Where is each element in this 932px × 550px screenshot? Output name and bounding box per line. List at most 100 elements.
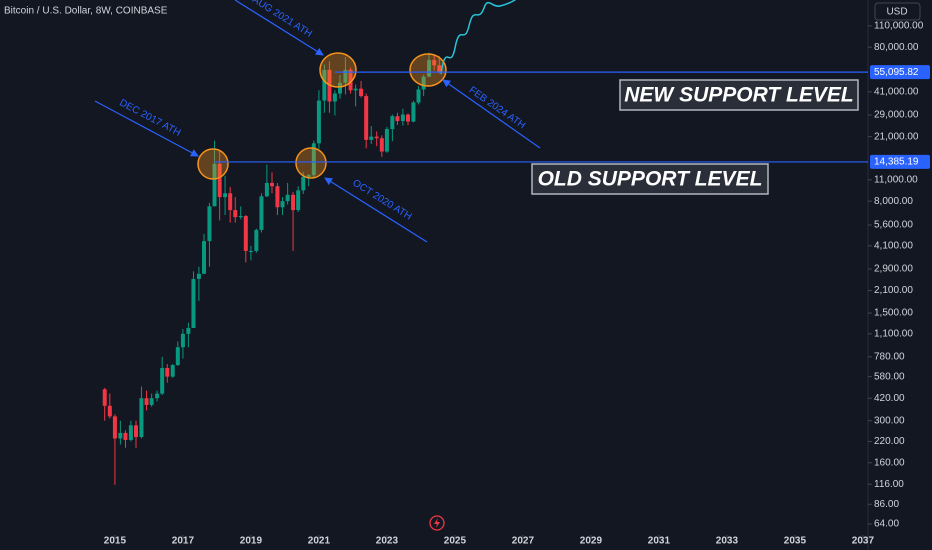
candle-body (201, 241, 206, 274)
chart-title: Bitcoin / U.S. Dollar, 8W, COINBASE (4, 6, 168, 17)
candle-body (139, 398, 144, 438)
y-tick-label: 110,000.00 (874, 21, 924, 32)
x-tick-label: 2023 (376, 536, 399, 547)
lightning-icon (434, 518, 440, 528)
plot (102, 52, 442, 485)
lightning-icon[interactable] (429, 515, 445, 531)
candle-body (191, 278, 196, 329)
y-tick-label: 116.00 (874, 479, 904, 490)
candle-body (160, 367, 165, 394)
x-tick-label: 2029 (580, 536, 603, 547)
price-label: 14,385.19 (874, 157, 919, 168)
arrow (324, 177, 428, 243)
ath-circle (197, 148, 229, 180)
y-tick-label: 2,900.00 (874, 264, 913, 275)
candle-body (280, 201, 285, 208)
candle-body (384, 129, 389, 152)
y-tick-label: 580.00 (874, 371, 905, 382)
price-label: 55,095.82 (874, 67, 919, 78)
y-tick-label: 29,000.00 (874, 110, 919, 121)
candle-body (133, 425, 138, 438)
candle-body (405, 114, 410, 122)
y-tick-label: 160.00 (874, 457, 905, 468)
y-tick-label: 780.00 (874, 351, 905, 362)
arrow (234, 0, 324, 56)
y-tick-label: 64.00 (874, 519, 899, 530)
candle-body (416, 89, 421, 103)
level-text: NEW SUPPORT LEVEL (624, 84, 853, 107)
candle-body (379, 138, 384, 152)
candle-body (238, 216, 243, 218)
candle-body (437, 65, 442, 73)
candle-body (291, 194, 296, 211)
candle-body (348, 69, 353, 91)
currency[interactable]: USD (886, 7, 907, 18)
y-tick-label: 80,000.00 (874, 42, 919, 53)
arrow (442, 79, 541, 149)
candle-body (353, 88, 358, 91)
candle-body (128, 425, 133, 440)
x-tick-label: 2019 (240, 536, 263, 547)
candle-body (233, 210, 238, 218)
candle-body (369, 136, 374, 140)
candle-body (118, 432, 123, 439)
candle-body (223, 193, 228, 198)
candle-body (102, 389, 107, 406)
x-tick-label: 2027 (512, 536, 535, 547)
y-tick-label: 1,500.00 (874, 308, 913, 319)
candle-body (332, 93, 337, 102)
x-tick-label: 2025 (444, 536, 467, 547)
candle-body (374, 136, 379, 139)
candle-body (427, 60, 432, 77)
candle-body (123, 432, 128, 440)
candle-body (228, 193, 233, 211)
candle-body (421, 76, 426, 90)
label-box (531, 163, 769, 195)
x-tick-label: 2035 (784, 536, 807, 547)
candle-body (411, 102, 416, 122)
candle-body (259, 196, 264, 230)
candle-body (165, 367, 170, 377)
candle-body (395, 116, 400, 122)
candle-body (322, 69, 327, 101)
candle-body (275, 186, 280, 208)
x-tick-label: 2017 (172, 536, 195, 547)
candle-body (301, 176, 306, 191)
candle-body (144, 398, 149, 405)
price-label-bg (870, 65, 930, 80)
x-tick-label: 2031 (648, 536, 671, 547)
candle-body (400, 114, 405, 122)
candle-body (432, 60, 437, 66)
candle-body (311, 143, 316, 176)
candle-body (364, 96, 369, 140)
candle-body (264, 182, 269, 197)
projection-line (440, 0, 517, 75)
level-text: OLD SUPPORT LEVEL (538, 168, 763, 191)
y-tick-label: 11,000.00 (874, 174, 918, 185)
candle-body (316, 100, 321, 144)
candle-body (175, 347, 180, 366)
candle-body (180, 333, 185, 348)
y-tick-label: 8,000.00 (874, 196, 913, 207)
x-tick-label: 2033 (716, 536, 739, 547)
y-tick-label: 21,000.00 (874, 131, 919, 142)
currency-button[interactable] (874, 2, 921, 21)
candle-body (359, 88, 364, 97)
candle-body (296, 190, 301, 211)
candle-body (285, 194, 290, 202)
candle-body (112, 416, 117, 439)
candle-body (212, 163, 217, 207)
y-tick-label: 41,000.00 (874, 87, 919, 98)
candle-body (248, 250, 253, 252)
candle-body (269, 182, 274, 187)
candle-body (170, 365, 175, 377)
label-box (619, 79, 859, 111)
candle-body (207, 206, 212, 242)
candle-body (306, 175, 311, 177)
candle-body (107, 405, 112, 417)
x-tick-label: 2037 (852, 536, 875, 547)
candle-body (149, 398, 154, 405)
y-tick-label: 220.00 (874, 436, 905, 447)
candle-body (390, 116, 395, 130)
